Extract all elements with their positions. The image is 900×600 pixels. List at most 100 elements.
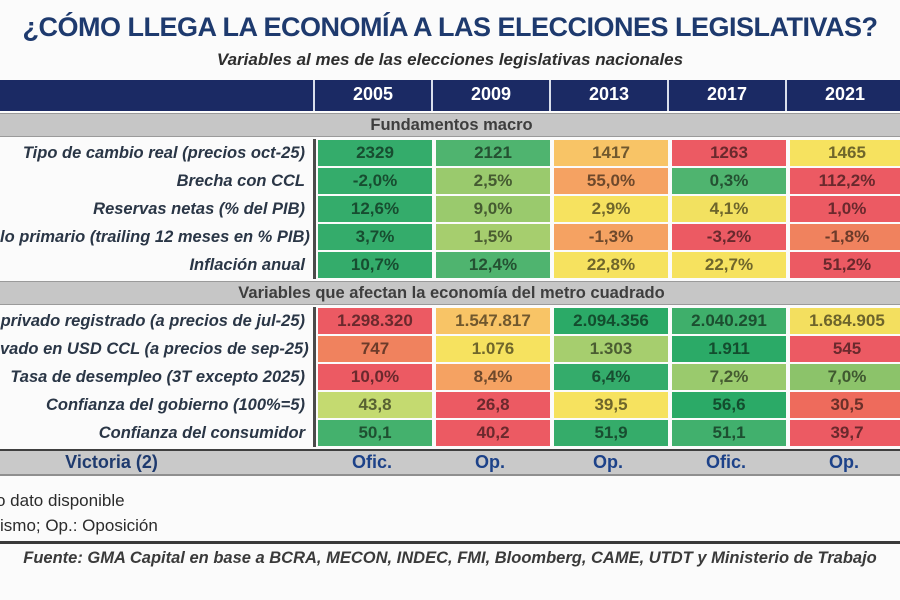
value-cell: 51,2%	[788, 251, 900, 279]
row-label: Confianza del consumidor	[98, 424, 305, 442]
footnote-1: o dato disponible	[0, 491, 125, 510]
value-cell-fill: -2,0%	[318, 168, 432, 194]
value-cell: 22,7%	[670, 251, 788, 279]
table-row: Confianza del consumidor 50,1 40,2 51,9 51,1…	[0, 419, 900, 447]
value-cell: 39,7	[788, 419, 900, 447]
value-cell-fill: 26,8	[436, 392, 550, 418]
value-cell: 7,2%	[670, 363, 788, 391]
value-cell-fill: 22,7%	[672, 252, 786, 278]
row-cells: 3,7% 1,5% -1,3% -3,2% -1,8%	[313, 223, 900, 251]
value-cell: 112,2%	[788, 167, 900, 195]
page-subtitle: Variables al mes de las elecciones legis…	[216, 50, 684, 69]
value-cell-fill: 12,6%	[318, 196, 432, 222]
value-cell-fill: 2,9%	[554, 196, 668, 222]
victory-value: Op.	[593, 452, 623, 472]
value-cell-fill: 1.298.320	[318, 308, 432, 334]
row-label: privado registrado (a precios de jul-25)	[0, 312, 305, 330]
victory-value: Ofic.	[705, 452, 746, 472]
value-cell-fill: -3,2%	[672, 224, 786, 250]
value-cell-fill: 51,1	[672, 420, 786, 446]
value-cell-fill: 39,7	[790, 420, 900, 446]
year-header-cell: 2009	[431, 80, 549, 111]
row-cells: 10,0% 8,4% 6,4% 7,2% 7,0%	[313, 363, 900, 391]
value-cell-fill: 1417	[554, 140, 668, 166]
value-cell-fill: 1,0%	[790, 196, 900, 222]
value-cell: 1.684.905	[788, 307, 900, 335]
year-header-cell: 2005	[313, 80, 431, 111]
victory-value: Ofic.	[351, 452, 392, 472]
year-header-cell: 2013	[549, 80, 667, 111]
row-cells: 10,7% 12,4% 22,8% 22,7% 51,2%	[313, 251, 900, 279]
row-cells: 50,1 40,2 51,9 51,1 39,7	[313, 419, 900, 447]
table-row: vado en USD CCL (a precios de sep-25) 747…	[0, 335, 900, 363]
value-cell-fill: 2121	[436, 140, 550, 166]
value-cell: 1,0%	[788, 195, 900, 223]
row-label: Reservas netas (% del PIB)	[93, 200, 305, 218]
value-cell-fill: -1,3%	[554, 224, 668, 250]
value-cell-fill: 2.040.291	[672, 308, 786, 334]
value-cell-fill: 10,0%	[318, 364, 432, 390]
value-cell-fill: 7,0%	[790, 364, 900, 390]
table-body: Fundamentos macro Tipo de cambio real (pr…	[0, 113, 900, 447]
year-header-row: 2005 2009 2013 2017 2021	[0, 80, 900, 111]
table-row: Inflación anual 10,7% 12,4% 22,8% 22,7% 51,2%	[0, 251, 900, 279]
value-cell: 2329	[316, 139, 434, 167]
victory-value: Op.	[475, 452, 505, 472]
value-cell-fill: 1.547.817	[436, 308, 550, 334]
row-label: lo primario (trailing 12 meses en % PIB)	[0, 228, 310, 246]
value-cell: 51,1	[670, 419, 788, 447]
value-cell: 26,8	[434, 391, 552, 419]
section-header: Variables que afectan la economía del me…	[0, 281, 900, 305]
table-row: Confianza del gobierno (100%=5) 43,8 26,8 3…	[0, 391, 900, 419]
value-cell: 6,4%	[552, 363, 670, 391]
value-cell-fill: 56,6	[672, 392, 786, 418]
value-cell: 2,5%	[434, 167, 552, 195]
value-cell-fill: 1465	[790, 140, 900, 166]
value-cell: 30,5	[788, 391, 900, 419]
value-cell: 1263	[670, 139, 788, 167]
value-cell: -1,3%	[552, 223, 670, 251]
value-cell-fill: 1.303	[554, 336, 668, 362]
value-cell-fill: 1.076	[436, 336, 550, 362]
value-cell-fill: 112,2%	[790, 168, 900, 194]
page-title: ¿CÓMO LLEGA LA ECONOMÍA A LAS ELECCIONES…	[22, 12, 879, 42]
row-label: Brecha con CCL	[176, 172, 305, 190]
table-row: Brecha con CCL -2,0% 2,5% 55,0% 0,3% 112,2%	[0, 167, 900, 195]
row-label: Tipo de cambio real (precios oct-25)	[22, 144, 305, 162]
value-cell-fill: 1.684.905	[790, 308, 900, 334]
value-cell-fill: 6,4%	[554, 364, 668, 390]
value-cell: 56,6	[670, 391, 788, 419]
value-cell-fill: 1.911	[672, 336, 786, 362]
value-cell: 10,7%	[316, 251, 434, 279]
value-cell: 1.076	[434, 335, 552, 363]
value-cell-fill: 39,5	[554, 392, 668, 418]
row-label: Inflación anual	[189, 256, 305, 274]
value-cell: 1465	[788, 139, 900, 167]
value-cell: 10,0%	[316, 363, 434, 391]
value-cell: 55,0%	[552, 167, 670, 195]
source-divider	[0, 541, 900, 544]
value-cell: 545	[788, 335, 900, 363]
value-cell-fill: 55,0%	[554, 168, 668, 194]
row-cells: 1.298.320 1.547.817 2.094.356 2.040.291 1.68…	[313, 307, 900, 335]
year-header-cells: 2005 2009 2013 2017 2021	[313, 80, 900, 111]
table-row: Tasa de desempleo (3T excepto 2025) 10,0%…	[0, 363, 900, 391]
row-cells: -2,0% 2,5% 55,0% 0,3% 112,2%	[313, 167, 900, 195]
value-cell: 3,7%	[316, 223, 434, 251]
value-cell: -1,8%	[788, 223, 900, 251]
value-cell-fill: 30,5	[790, 392, 900, 418]
victory-row-label: Victoria (2)	[65, 452, 158, 472]
value-cell: 7,0%	[788, 363, 900, 391]
victory-row: Victoria (2) Ofic. Op. Op. Ofic. Op.	[0, 449, 900, 476]
value-cell-fill: 4,1%	[672, 196, 786, 222]
value-cell-fill: 747	[318, 336, 432, 362]
row-cells: 2329 2121 1417 1263 1465	[313, 139, 900, 167]
footnotes: o dato disponible ismo; Op.: Oposición	[0, 488, 900, 538]
footnote-2: ismo; Op.: Oposición	[0, 516, 158, 535]
value-cell-fill: 2.094.356	[554, 308, 668, 334]
value-cell: 1.303	[552, 335, 670, 363]
value-cell: 50,1	[316, 419, 434, 447]
value-cell: 2121	[434, 139, 552, 167]
value-cell-fill: 22,8%	[554, 252, 668, 278]
value-cell: 51,9	[552, 419, 670, 447]
